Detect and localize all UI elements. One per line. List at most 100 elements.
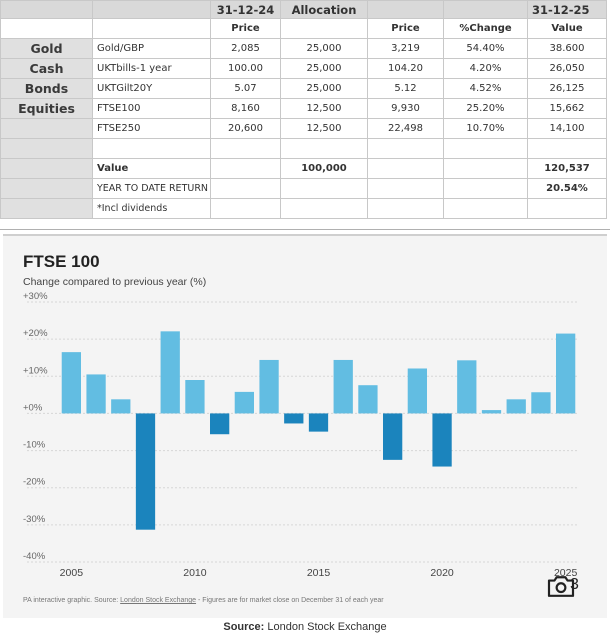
bar-2014[interactable] xyxy=(284,413,304,424)
y-tick-label: -20% xyxy=(23,477,46,488)
source-text: London Stock Exchange xyxy=(264,621,387,633)
footnote-source-link[interactable]: London Stock Exchange xyxy=(120,597,197,604)
bar-2021[interactable] xyxy=(457,360,477,414)
category-label: Bonds xyxy=(0,78,93,99)
y-tick-label: -10% xyxy=(23,440,46,451)
x-tick-label: 2005 xyxy=(60,567,84,579)
source-label: Source: xyxy=(223,621,265,633)
bar-2015[interactable] xyxy=(308,413,329,432)
photo-count: 3 xyxy=(570,576,579,593)
table-row: Bonds UKTGilt20Y 5.07 25,000 5.12 4.52% … xyxy=(0,78,607,99)
ftse-chart: FTSE 100 Change compared to previous yea… xyxy=(3,234,607,618)
portfolio-table: 31-12-24 Allocation 31-12-25 Price Price… xyxy=(0,0,607,219)
allocation: 25,000 xyxy=(280,78,368,99)
allocation: 25,000 xyxy=(280,38,368,59)
category-label: Gold xyxy=(0,38,93,59)
camera-icon[interactable] xyxy=(541,574,581,598)
bar-2012[interactable] xyxy=(234,391,254,414)
asset-name: UKTbills-1 year xyxy=(92,58,211,79)
allocation: 25,000 xyxy=(280,58,368,79)
y-tick-label: -40% xyxy=(23,551,46,562)
bar-2022[interactable] xyxy=(481,410,502,414)
price-start: 8,160 xyxy=(210,98,281,119)
percent-change: 54.40% xyxy=(443,38,528,59)
bar-2007[interactable] xyxy=(111,399,131,414)
total-value-row: Value 100,000 120,537 xyxy=(0,158,607,179)
price-end: 104.20 xyxy=(367,58,444,79)
total-allocation: 100,000 xyxy=(280,158,368,179)
bar-2024[interactable] xyxy=(531,392,551,414)
bar-2020[interactable] xyxy=(432,413,452,467)
y-tick-label: +10% xyxy=(23,365,48,376)
percent-change: 4.52% xyxy=(443,78,528,99)
x-tick-label: 2025 xyxy=(554,567,578,579)
chart-title: FTSE 100 xyxy=(23,252,100,271)
x-tick-label: 2020 xyxy=(430,567,454,579)
percent-change: 4.20% xyxy=(443,58,528,79)
price-start: 20,600 xyxy=(210,118,281,139)
percent-change: 25.20% xyxy=(443,98,528,119)
y-tick-label: +30% xyxy=(23,291,48,302)
table-row: Cash UKTbills-1 year 100.00 25,000 104.2… xyxy=(0,58,607,79)
table-header-row: 31-12-24 Allocation 31-12-25 xyxy=(0,0,607,19)
price-end: 5.12 xyxy=(367,78,444,99)
change-header: %Change xyxy=(443,18,528,39)
bar-2019[interactable] xyxy=(407,368,427,414)
value-header: Value xyxy=(527,18,607,39)
price-end: 22,498 xyxy=(367,118,444,139)
asset-name: FTSE100 xyxy=(92,98,211,119)
category-label: Equities xyxy=(0,98,93,119)
price-end: 3,219 xyxy=(367,38,444,59)
chart-subtitle: Change compared to previous year (%) xyxy=(23,276,207,288)
table-subheader-row: Price Price %Change Value xyxy=(0,18,607,39)
date-start-header: 31-12-24 xyxy=(210,0,281,19)
price-start-header: Price xyxy=(210,18,281,39)
footnote-prefix: PA interactive graphic. Source: xyxy=(23,597,121,604)
percent-change: 10.70% xyxy=(443,118,528,139)
table-row-empty xyxy=(0,138,607,159)
allocation-header: Allocation xyxy=(280,0,368,19)
separator-line xyxy=(0,229,610,230)
asset-name: FTSE250 xyxy=(92,118,211,139)
bar-2006[interactable] xyxy=(86,374,106,414)
value: 14,100 xyxy=(527,118,607,139)
date-end-header: 31-12-25 xyxy=(527,0,607,19)
bar-2018[interactable] xyxy=(383,413,403,460)
value: 15,662 xyxy=(527,98,607,119)
bar-2013[interactable] xyxy=(259,359,279,414)
ytd-return-row: YEAR TO DATE RETURN 20.54% xyxy=(0,178,607,199)
bar-2011[interactable] xyxy=(210,413,230,435)
x-tick-label: 2010 xyxy=(183,567,207,579)
table-row: Equities FTSE100 8,160 12,500 9,930 25.2… xyxy=(0,98,607,119)
bar-2010[interactable] xyxy=(185,380,205,414)
asset-name: Gold/GBP xyxy=(92,38,211,59)
ytd-return-value: 20.54% xyxy=(527,178,607,199)
chart-plot: +30% +20% +10% +0% -10% -20% -30% -40% 2005 2010 2… xyxy=(23,291,578,579)
ytd-return-label: YEAR TO DATE RETURN xyxy=(92,178,211,199)
bar-2005[interactable] xyxy=(61,352,81,414)
x-tick-label: 2015 xyxy=(307,567,331,579)
table-row: Gold Gold/GBP 2,085 25,000 3,219 54.40% … xyxy=(0,38,607,59)
bar-2025[interactable] xyxy=(556,333,576,414)
bar-2008[interactable] xyxy=(135,413,156,530)
value: 26,125 xyxy=(527,78,607,99)
bar-2016[interactable] xyxy=(333,359,353,414)
allocation: 12,500 xyxy=(280,118,368,139)
value: 38.600 xyxy=(527,38,607,59)
asset-name: UKTGilt20Y xyxy=(92,78,211,99)
source-caption: Source: London Stock Exchange xyxy=(0,621,610,633)
price-end: 9,930 xyxy=(367,98,444,119)
price-start: 2,085 xyxy=(210,38,281,59)
bar-2009[interactable] xyxy=(160,331,180,414)
price-start: 100.00 xyxy=(210,58,281,79)
total-value: 120,537 xyxy=(527,158,607,179)
table-row: FTSE250 20,600 12,500 22,498 10.70% 14,1… xyxy=(0,118,607,139)
bar-2017[interactable] xyxy=(358,385,378,414)
footnote-suffix: - Figures are for market close on Decemb… xyxy=(196,597,384,604)
value: 26,050 xyxy=(527,58,607,79)
y-tick-label: +20% xyxy=(23,328,48,339)
price-end-header: Price xyxy=(367,18,444,39)
bar-2023[interactable] xyxy=(506,399,526,414)
note-row: *Incl dividends xyxy=(0,198,607,219)
category-label: Cash xyxy=(0,58,93,79)
